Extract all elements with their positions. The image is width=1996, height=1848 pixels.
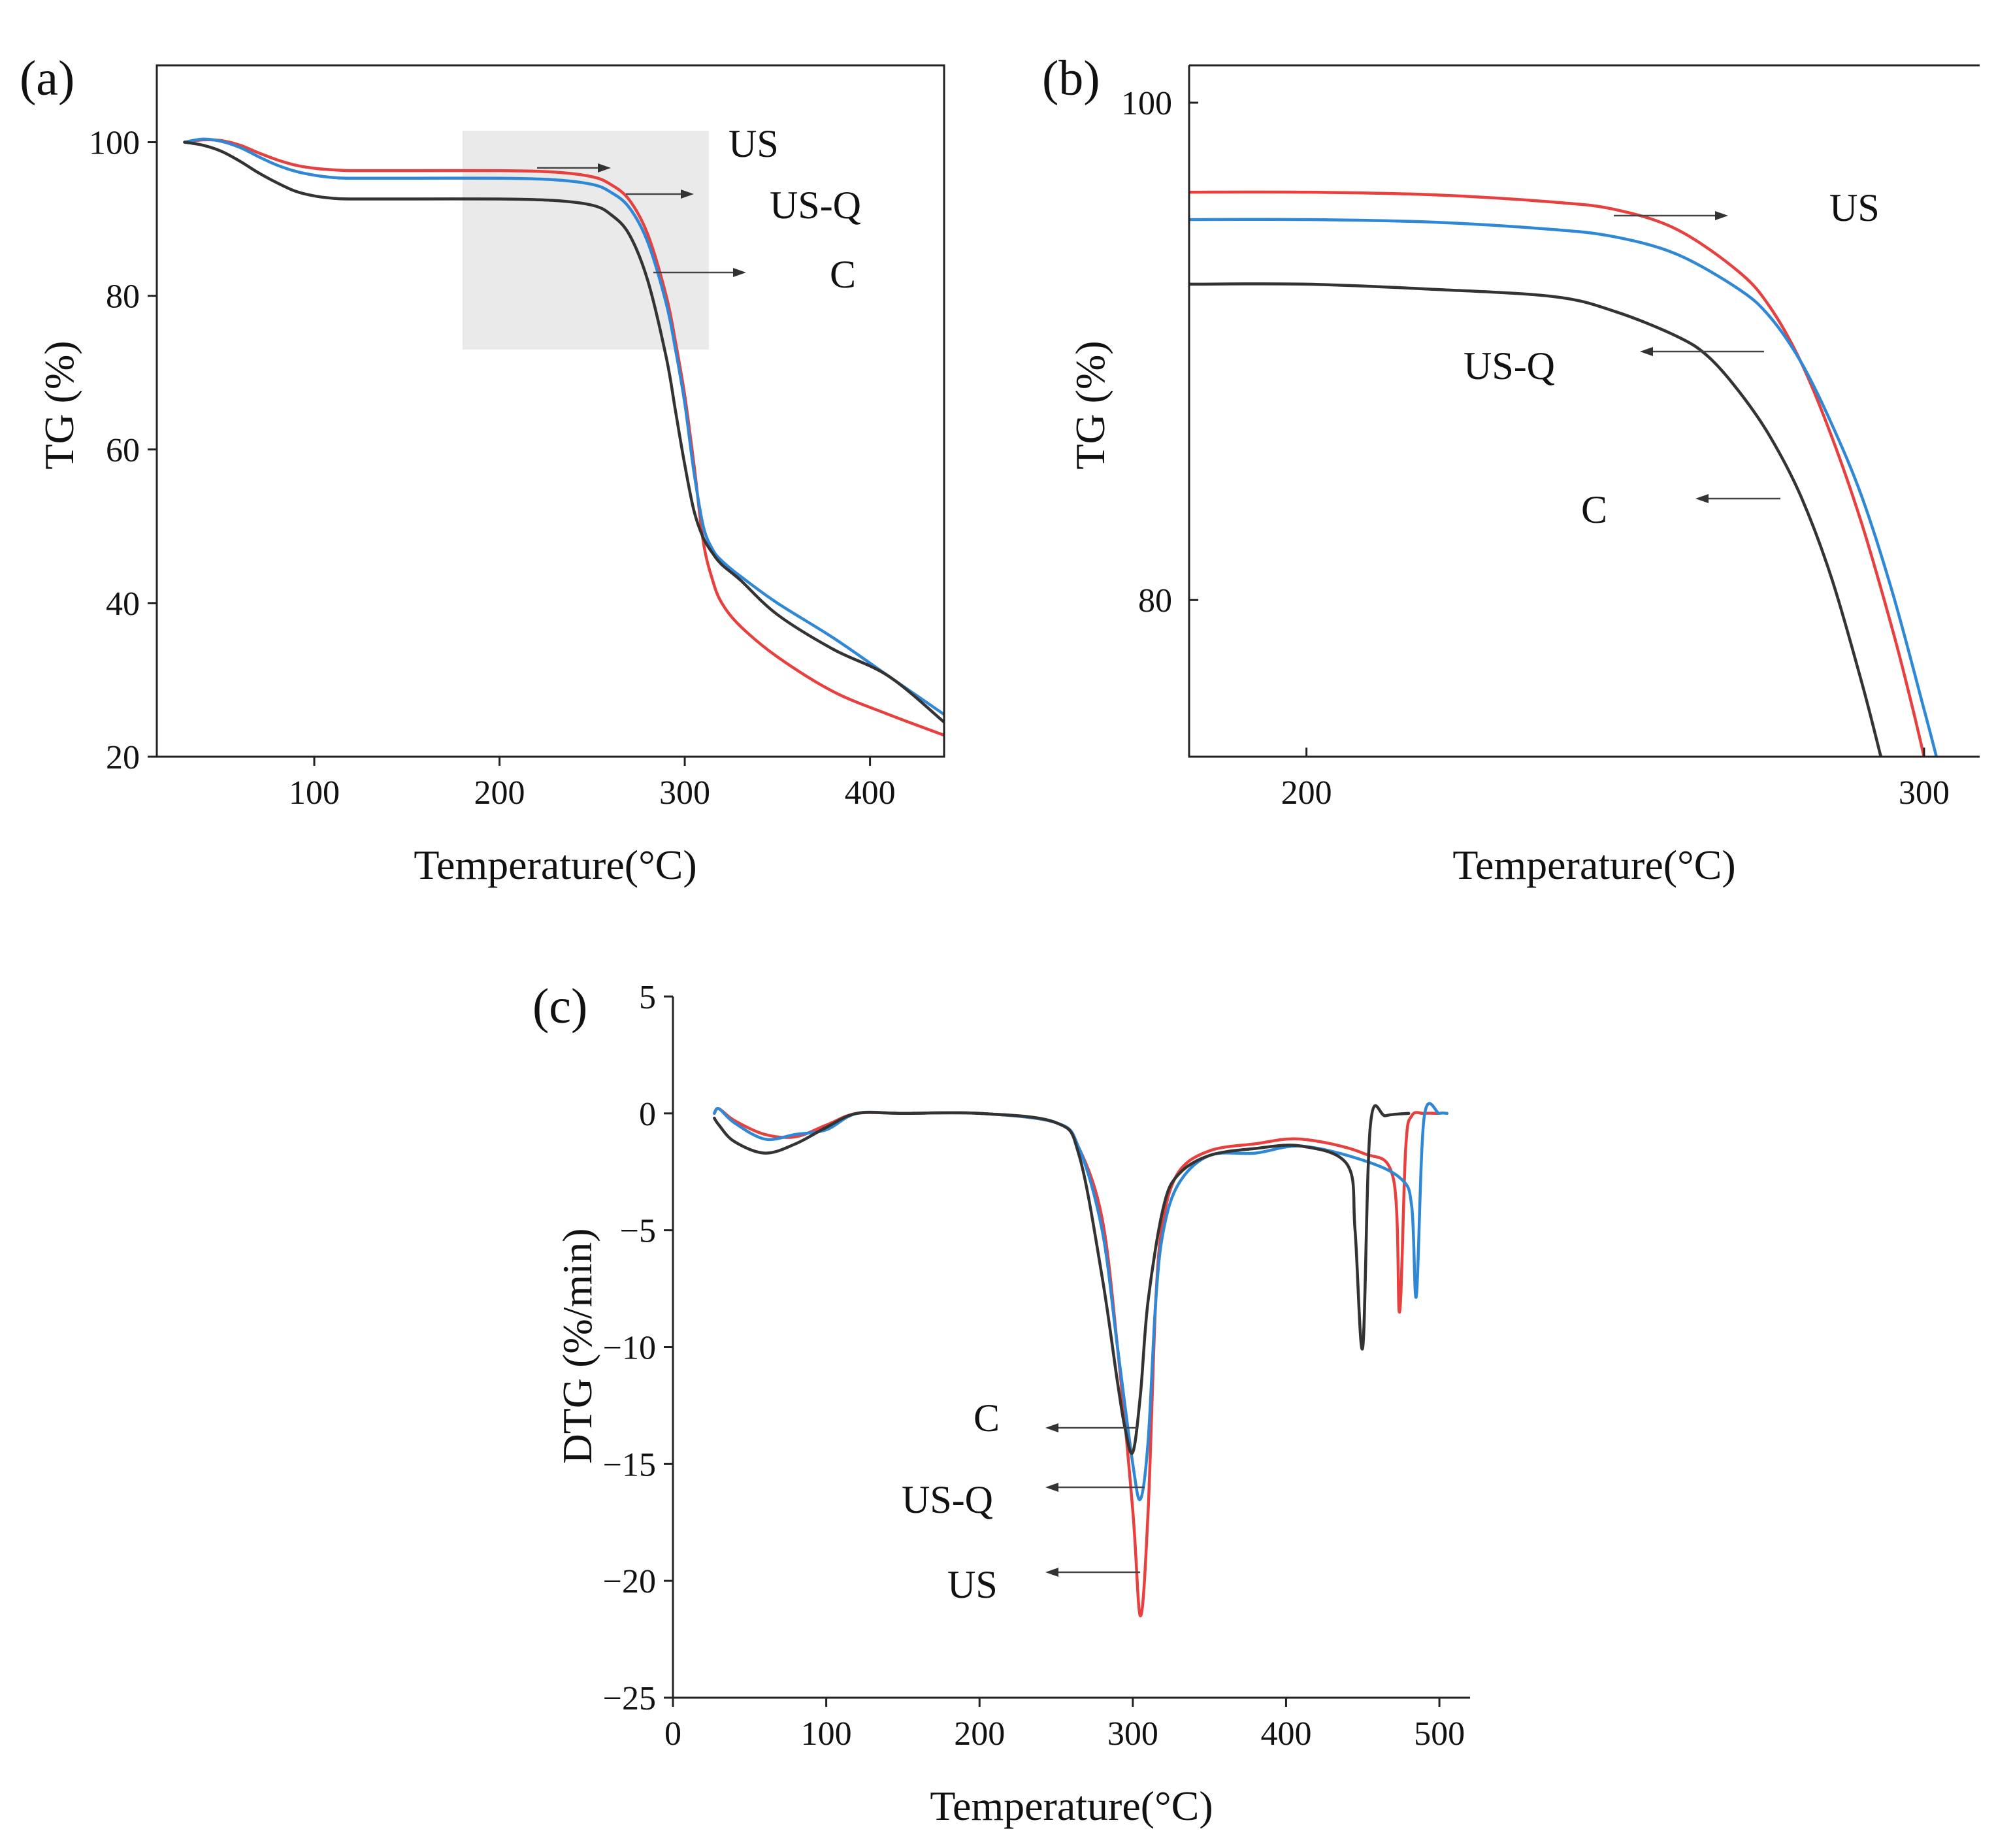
x-tick-label: 300 [1899, 774, 1950, 812]
panel-b-curves [1189, 190, 1939, 757]
panel-a-tg-curves: (a) 100 200 300 400 20 40 60 80 100 Temperature(… [20, 51, 945, 888]
panel-a-ticks: 100 200 300 400 20 40 60 80 100 [89, 125, 896, 812]
x-tick-label: 100 [289, 774, 340, 812]
panel-c-curves [713, 1102, 1449, 1618]
y-tick-label: 5 [639, 979, 656, 1016]
panel-c-axes [672, 997, 1470, 1699]
panel-b-label: (b) [1042, 51, 1100, 106]
panel-a-label-us-q: US-Q [770, 184, 861, 227]
panel-a-label-us: US [728, 122, 779, 165]
y-tick-label: −10 [603, 1330, 656, 1367]
y-tick-label: −15 [603, 1446, 656, 1483]
x-tick-label: 400 [845, 774, 896, 812]
x-tick-label: 200 [954, 1715, 1005, 1753]
panel-a-y-axis-title: TG (%) [36, 340, 82, 469]
x-tick-label: 400 [1260, 1715, 1311, 1753]
y-tick-label: −20 [603, 1563, 656, 1600]
panel-a-series-us-q [183, 137, 944, 716]
y-tick-label: 60 [106, 432, 140, 469]
panel-b-series-us [1189, 190, 1926, 757]
panel-b-axes [1188, 64, 1980, 758]
panel-c-label-us-q: US-Q [902, 1478, 993, 1521]
panel-c-series-us [713, 1107, 1441, 1618]
panel-c-dtg-curves: (c) 0 100 200 300 400 500 5 0 −5 −10 −15 −20 −25 Tem… [532, 979, 1470, 1829]
x-tick-label: 200 [1281, 774, 1332, 812]
panel-c-ticks: 0 100 200 300 400 500 5 0 −5 −10 −15 −20 −25 [603, 979, 1465, 1753]
panel-c-label-us: US [947, 1563, 998, 1606]
panel-a-label: (a) [20, 51, 74, 106]
arrow-head-us [1715, 211, 1728, 220]
arrow-head-c [1695, 494, 1709, 503]
panel-c-y-axis-title: DTG (%/min) [554, 1229, 600, 1464]
arrow-head-us [1045, 1568, 1058, 1577]
x-tick-label: 100 [801, 1715, 852, 1753]
panel-a-curves [183, 137, 944, 737]
panel-b-y-axis-title: TG (%) [1067, 340, 1113, 469]
panel-c-label-c: C [973, 1396, 1000, 1440]
panel-c-x-axis-title: Temperature(°C) [930, 1783, 1213, 1829]
arrow-head-us-q [1640, 347, 1653, 356]
y-tick-label: −5 [620, 1213, 656, 1250]
arrow-head-us [598, 163, 611, 173]
panel-a-x-axis-title: Temperature(°C) [414, 842, 696, 888]
x-tick-label: 0 [664, 1715, 681, 1753]
panel-b-tg-zoom: (b) 200 300 80 100 Temperature(°C) TG (%) U… [1042, 51, 1980, 888]
x-tick-label: 300 [659, 774, 710, 812]
y-tick-label: 100 [1121, 85, 1172, 122]
y-tick-label: 20 [106, 739, 140, 776]
panel-c-series-c [713, 1104, 1411, 1455]
panel-a-label-c: C [830, 253, 856, 296]
panel-b-series-c [1189, 282, 1883, 757]
panel-b-label-c: C [1581, 488, 1607, 531]
y-tick-label: −25 [603, 1680, 656, 1717]
panel-b-x-axis-title: Temperature(°C) [1452, 842, 1735, 888]
panel-b-ticks: 200 300 80 100 [1121, 85, 1950, 812]
y-tick-label: 100 [89, 125, 140, 162]
x-tick-label: 200 [474, 774, 525, 812]
panel-c-label: (c) [532, 979, 587, 1034]
y-tick-label: 80 [106, 278, 140, 316]
panel-a-series-us [183, 138, 944, 737]
y-tick-label: 40 [106, 586, 140, 623]
arrow-head-us-q [681, 190, 694, 199]
y-tick-label: 80 [1138, 582, 1172, 619]
arrow-head-us-q [1045, 1483, 1058, 1492]
panel-b-label-us: US [1829, 186, 1880, 229]
x-tick-label: 500 [1414, 1715, 1465, 1753]
panel-b-series-us-q [1189, 218, 1939, 757]
panel-a-plot-frame [155, 64, 945, 758]
arrow-head-c [733, 268, 746, 277]
x-tick-label: 300 [1107, 1715, 1158, 1753]
panel-a-series-c [183, 140, 944, 724]
panel-b-label-us-q: US-Q [1464, 344, 1555, 388]
arrow-head-c [1045, 1423, 1058, 1432]
y-tick-label: 0 [639, 1096, 656, 1133]
